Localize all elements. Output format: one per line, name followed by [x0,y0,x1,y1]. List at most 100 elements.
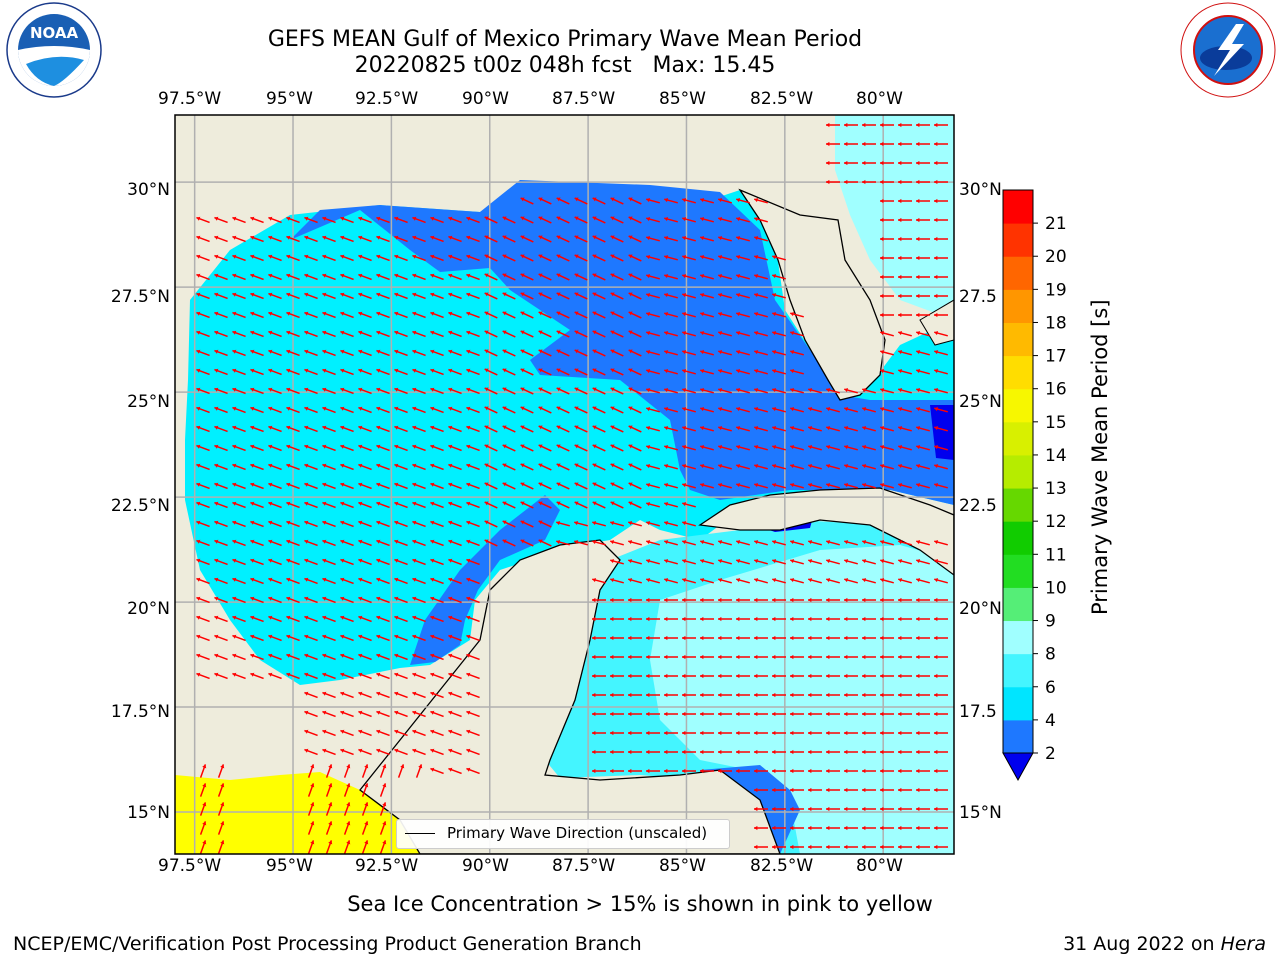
colorbar-bin [1003,554,1033,588]
lat-label-right: 15°N [959,803,1002,823]
wave-arrow-head [214,330,219,335]
wave-arrow-head [304,216,309,221]
wave-arrow-head [700,768,704,774]
wave-arrow-head [664,482,669,488]
wave-arrow-head [682,387,687,393]
wave-arrow-head [250,425,255,430]
wave-arrow-head [826,654,830,660]
wave-arrow-head [772,463,777,469]
wave-arrow-head [934,806,938,812]
colorbar-frame [1002,189,1034,754]
wave-arrow-head [538,444,543,449]
wave-arrow-head [466,558,471,563]
wave-arrow-head [286,558,291,563]
wave-arrow-head [214,558,219,563]
wave-arrow-head [430,539,435,544]
wave-arrow-head [376,330,381,335]
wave-arrow-head [250,292,255,297]
wave-arrow-head [880,539,885,545]
wave-arrow-head [394,311,399,316]
wave-arrow-head [880,368,885,374]
wave-arrow-head [862,179,866,185]
wave-arrow-head [898,293,902,299]
wave-arrow-head [502,482,507,487]
wave-arrow-head [574,539,579,545]
wave-arrow-head [682,368,687,374]
wave-arrow-head [934,673,938,679]
wave-arrow-head [376,425,381,430]
colorbar-tick-label: 16 [1045,380,1067,400]
wave-arrow-head [646,273,651,279]
wave-arrow-head [430,273,435,278]
wave-arrow-head [736,444,741,450]
wave-arrow-head [808,806,812,812]
wave-arrow-head [718,597,722,603]
wave-arrow-head [286,311,291,316]
wave-arrow-head [862,692,866,698]
wave-arrow-head [232,444,237,449]
wave-arrow-head [610,749,614,755]
wave-arrow-head [718,635,722,641]
wave-arrow-head [484,406,489,411]
wave-arrow-head [610,577,615,583]
wave-arrow-head [520,330,525,335]
wave-arrow-head [286,501,291,506]
wave-arrow-head [232,406,237,411]
credit-text: NCEP/EMC/Verification Post Processing Pr… [13,933,642,955]
wave-arrow-head [430,216,435,221]
wave-arrow-head [880,635,884,641]
wave-arrow-head [322,634,327,639]
wave-arrow-head [646,197,651,203]
colorbar-tick-label: 18 [1045,313,1067,333]
wave-arrow-head [196,254,201,259]
wave-arrow-head [412,349,417,354]
wave-arrow-head [268,311,273,316]
colorbar-tick-label: 15 [1045,413,1067,433]
wave-arrow-head [484,482,489,487]
wave-arrow-head [358,558,363,563]
wave-arrow-head [880,577,885,583]
campeche-blue-strip [410,495,560,665]
wave-arrow-head [382,821,387,826]
wave-arrow-head [610,635,614,641]
wave-arrow-head [394,577,399,582]
wave-arrow-head [664,654,668,660]
wave-arrow-head [898,616,902,622]
wave-arrow-head [304,710,309,715]
wave-arrow-head [196,539,201,544]
wave-arrow-head [592,425,597,430]
wave-arrow-head [556,520,561,526]
wave-arrow-head [448,482,453,487]
wave-arrow-head [808,768,812,774]
wave-arrow-head [358,292,363,297]
wave-arrow-head [772,825,776,831]
wave-arrow-head [232,216,237,221]
wave-arrow-head [268,539,273,544]
colorbar-bin [1003,256,1033,290]
wave-arrow-head [898,179,902,185]
lat-label-right: 30°N [959,180,1002,200]
wave-arrow-head [358,235,363,240]
wave-arrow-head [844,787,848,793]
wave-arrow-head [646,501,651,507]
wave-arrow-head [322,235,327,240]
wave-arrow-head [700,558,705,564]
wave-arrow-head [862,768,866,774]
wave-arrow-head [682,654,686,660]
wave-arrow-head [880,274,884,280]
wave-arrow-head [358,748,363,753]
wave-arrow-head [628,330,633,335]
wave-arrow-head [430,444,435,449]
wave-arrow-head [412,444,417,449]
wave-arrow-head [232,634,237,639]
wave-arrow-head [790,463,795,469]
wave-arrow-head [808,844,812,850]
wave-arrow-head [286,273,291,278]
wave-arrow-head [898,463,903,469]
wave-arrow-head [826,806,830,812]
wave-arrow-head [862,141,866,147]
wave-arrow-head [304,748,309,753]
wave-arrow-head [772,254,777,260]
wave-arrow-head [934,616,938,622]
wave-arrow-head [610,558,615,564]
